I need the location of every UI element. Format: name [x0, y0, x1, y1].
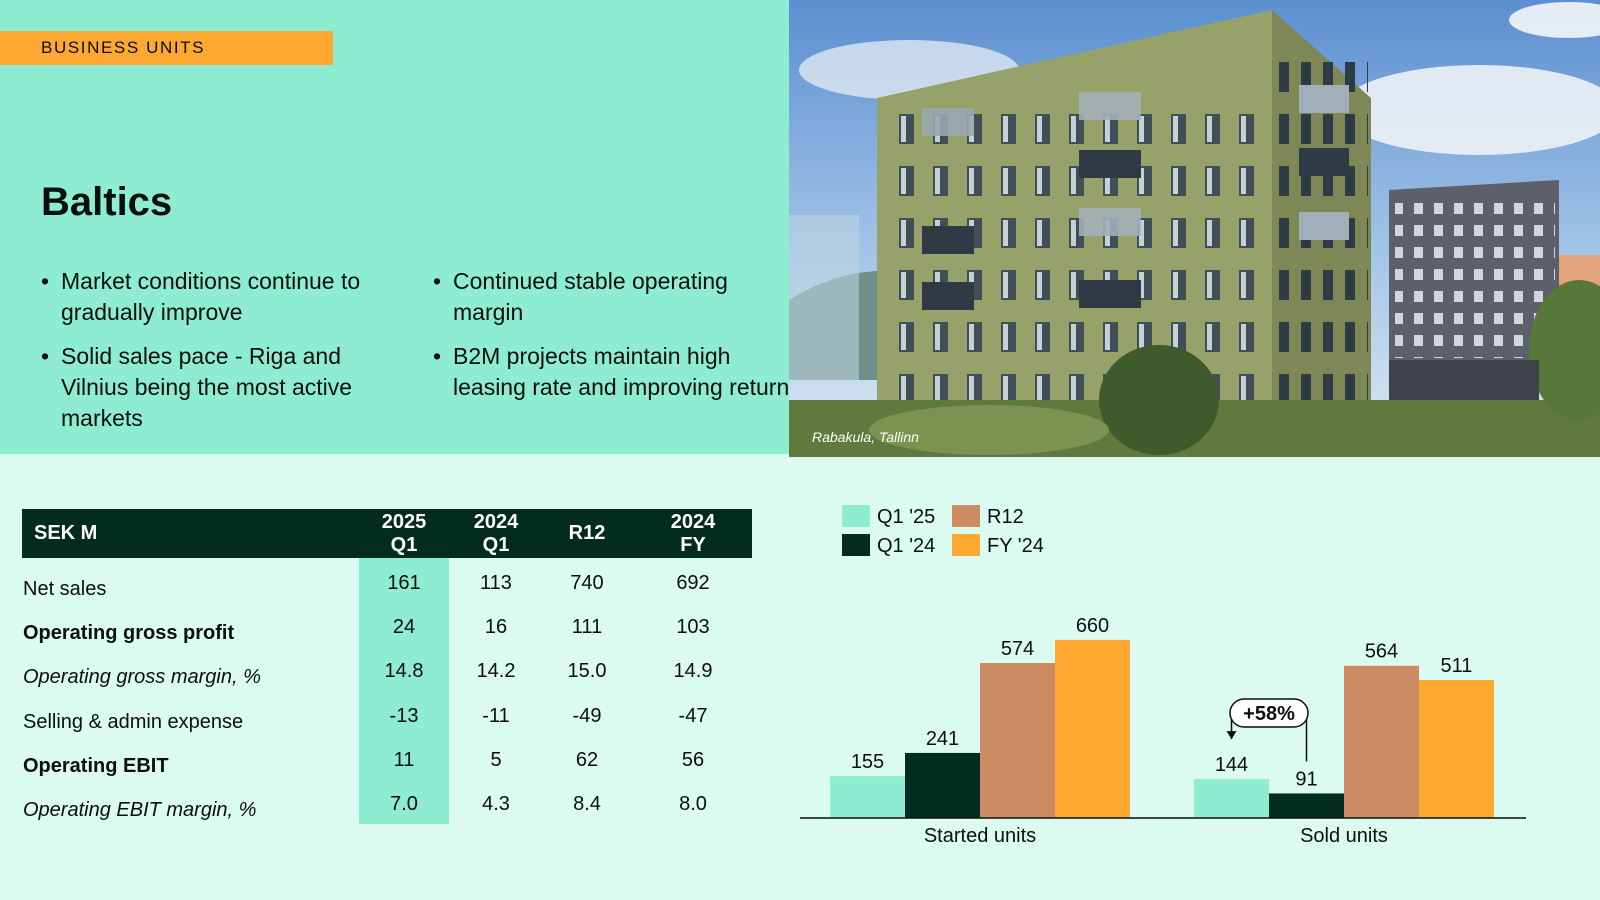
units-bar-chart: Q1 '25 Q1 '24 R12 FY '24 155 241 574 660 Started…: [800, 505, 1526, 847]
bullet-item: B2M projects maintain high leasing rate …: [433, 341, 803, 403]
section-tag-label: BUSINESS UNITS: [41, 38, 206, 57]
table-cell: 14.9: [673, 660, 713, 682]
bullet-item: Solid sales pace - Riga and Vilnius bein…: [41, 341, 411, 434]
data-label: 144: [1215, 754, 1248, 776]
table-cell: -49: [572, 705, 602, 727]
table-cell: 14.2: [476, 660, 516, 682]
table-cell: 740: [570, 572, 604, 594]
table-cell: 62: [575, 749, 599, 771]
category-label: Started units: [924, 825, 1036, 847]
table-cell: 161: [387, 572, 421, 594]
legend-label: Q1 '25: [877, 506, 935, 528]
table-cell: 56: [681, 749, 705, 771]
data-label: 564: [1365, 641, 1398, 663]
bullet-item: Continued stable operating margin: [433, 266, 803, 328]
row-label: Operating gross profit: [23, 622, 235, 644]
bar: [1194, 779, 1269, 818]
column-header: R12: [568, 522, 606, 544]
table-cell: -47: [678, 705, 708, 727]
bar: [980, 663, 1055, 818]
table-row: Selling & admin expense -13 -11 -49 -47: [22, 699, 752, 743]
legend-label: R12: [987, 506, 1024, 528]
table-cell: 16: [484, 616, 508, 638]
table-cell: 14.8: [384, 660, 424, 682]
data-label: 155: [851, 751, 884, 773]
table-row: Net sales 161 113 740 692: [22, 566, 752, 610]
table-cell: 113: [480, 572, 512, 594]
table-header: SEK M 2025 Q1 2024 Q1 R12 2024 FY: [22, 509, 752, 558]
legend-swatch: [842, 534, 870, 556]
legend-label: FY '24: [987, 535, 1044, 557]
intro-panel: BUSINESS UNITS Baltics Market conditions…: [0, 0, 801, 454]
legend-swatch: [952, 505, 980, 527]
table-cell: 8.4: [573, 793, 601, 815]
table-cell: 4.3: [482, 793, 510, 815]
bar: [1344, 665, 1419, 818]
photo-caption: Rabakula, Tallinn: [812, 429, 919, 445]
table-row: Operating gross profit 24 16 111 103: [22, 610, 752, 654]
bar: [905, 752, 980, 818]
table-cell: 8.0: [679, 793, 707, 815]
table-cell: 7.0: [390, 793, 418, 815]
table-cell: 692: [676, 572, 710, 594]
bullet-list-right: Continued stable operating margin B2M pr…: [433, 266, 803, 416]
data-label: 574: [1001, 638, 1034, 660]
financials-table: SEK M 2025 Q1 2024 Q1 R12 2024 FY Net sales…: [22, 509, 752, 824]
page-title: Baltics: [41, 180, 173, 224]
table-row: Operating EBIT margin, % 7.0 4.3 8.4 8.0: [22, 787, 752, 831]
column-header: 2025 Q1: [381, 510, 427, 556]
annotation-label: +58%: [1243, 703, 1295, 725]
table-row: Operating EBIT 11 5 62 56: [22, 743, 752, 787]
legend-swatch: [842, 505, 870, 527]
table-cell: 5: [490, 749, 502, 771]
section-tag: BUSINESS UNITS: [0, 31, 333, 65]
table-cell: 111: [571, 616, 603, 638]
bar: [1055, 639, 1130, 818]
bullet-list-left: Market conditions continue to gradually …: [41, 266, 411, 447]
table-cell: -11: [482, 705, 510, 727]
column-header: 2024 FY: [670, 510, 716, 556]
table-cell: 24: [392, 616, 416, 638]
column-header: 2024 Q1: [473, 510, 519, 556]
legend-swatch: [952, 534, 980, 556]
table-cell: 11: [393, 749, 415, 771]
current-quarter-highlight: [359, 558, 449, 824]
data-label: 511: [1441, 655, 1473, 677]
row-label: Operating gross margin, %: [23, 666, 261, 688]
category-label: Sold units: [1300, 825, 1388, 847]
table-cell: 103: [676, 616, 710, 638]
table-cell: 15.0: [567, 660, 607, 682]
building-photo: [789, 0, 1600, 457]
bar: [1269, 793, 1344, 818]
row-label: Selling & admin expense: [23, 711, 244, 733]
table-header-unit: SEK M: [34, 522, 98, 544]
bar: [1419, 680, 1494, 818]
row-label: Operating EBIT margin, %: [23, 799, 257, 821]
bullet-item: Market conditions continue to gradually …: [41, 266, 411, 328]
data-label: 241: [926, 728, 959, 750]
bar: [830, 776, 905, 818]
data-label: 660: [1076, 615, 1109, 637]
annotation-pill: [1229, 698, 1309, 728]
annotation-arrowhead: [1226, 731, 1237, 740]
legend-label: Q1 '24: [877, 535, 935, 557]
data-label: 91: [1295, 768, 1317, 790]
row-label: Operating EBIT: [23, 755, 169, 777]
table-cell: -13: [389, 705, 419, 727]
row-label: Net sales: [23, 578, 107, 600]
table-row: Operating gross margin, % 14.8 14.2 15.0…: [22, 654, 752, 698]
